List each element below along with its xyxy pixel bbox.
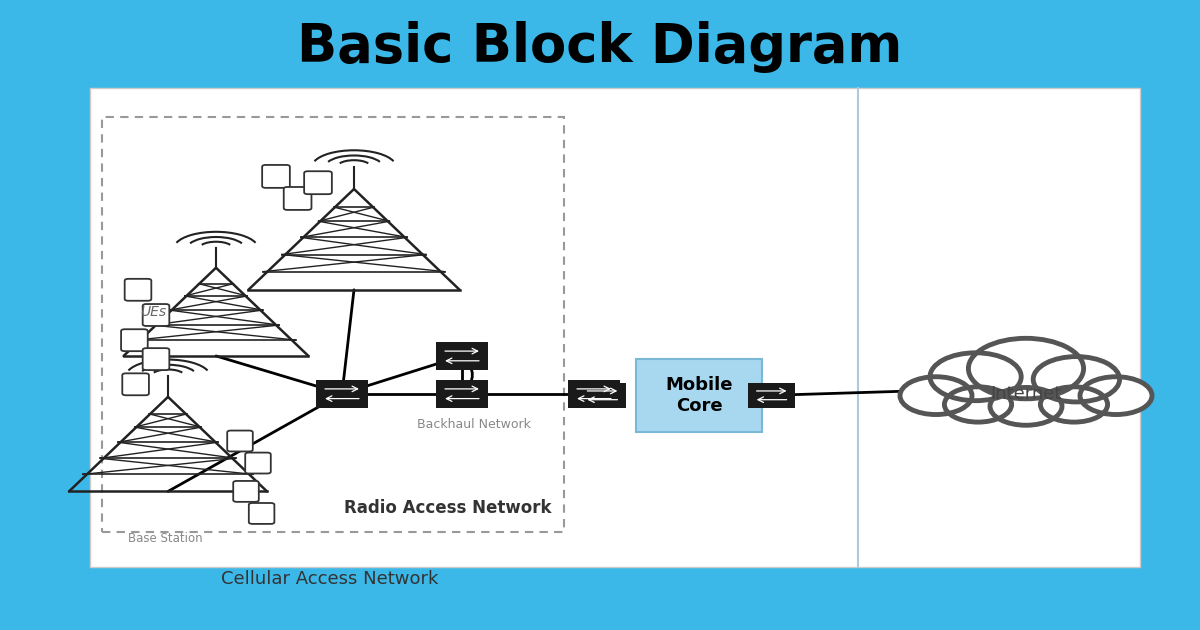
Circle shape: [930, 353, 1021, 401]
Bar: [578, 383, 626, 408]
Circle shape: [1040, 387, 1108, 422]
FancyBboxPatch shape: [227, 430, 253, 452]
Text: Backhaul Network: Backhaul Network: [418, 418, 530, 431]
Text: UEs: UEs: [140, 305, 167, 319]
Bar: [436, 380, 488, 408]
Text: Mobile
Core: Mobile Core: [665, 376, 733, 415]
Text: Internet: Internet: [990, 385, 1062, 403]
FancyBboxPatch shape: [143, 348, 169, 370]
Circle shape: [1033, 357, 1120, 402]
FancyBboxPatch shape: [125, 279, 151, 301]
Circle shape: [944, 387, 1012, 422]
FancyBboxPatch shape: [233, 481, 259, 502]
FancyBboxPatch shape: [121, 329, 148, 351]
FancyBboxPatch shape: [248, 503, 275, 524]
FancyArrowPatch shape: [464, 358, 473, 392]
Text: Basic Block Diagram: Basic Block Diagram: [298, 21, 902, 73]
Circle shape: [968, 338, 1084, 399]
FancyBboxPatch shape: [636, 359, 762, 432]
FancyBboxPatch shape: [262, 165, 290, 188]
Circle shape: [900, 377, 972, 415]
Bar: [748, 383, 796, 408]
Text: Radio Access Network: Radio Access Network: [344, 498, 552, 517]
Text: Base Station: Base Station: [128, 532, 203, 546]
Text: Cellular Access Network: Cellular Access Network: [221, 570, 439, 588]
Circle shape: [990, 387, 1062, 425]
Circle shape: [1080, 377, 1152, 415]
FancyBboxPatch shape: [122, 374, 149, 395]
FancyBboxPatch shape: [90, 88, 1140, 567]
FancyBboxPatch shape: [143, 304, 169, 326]
Bar: [568, 380, 620, 408]
FancyBboxPatch shape: [304, 171, 332, 194]
Bar: [436, 342, 488, 370]
FancyBboxPatch shape: [283, 187, 312, 210]
Bar: [316, 380, 368, 408]
FancyBboxPatch shape: [245, 452, 271, 474]
